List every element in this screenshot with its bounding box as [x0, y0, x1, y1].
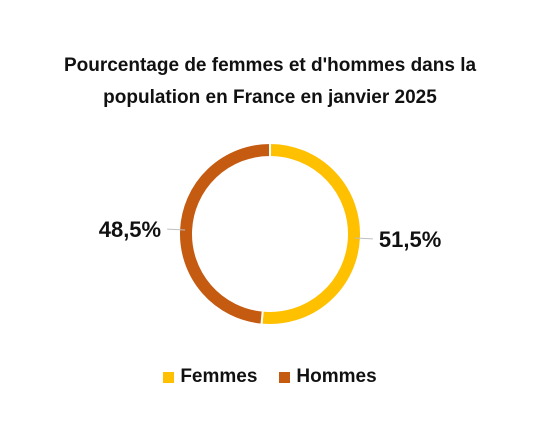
slice-femmes — [260, 141, 362, 326]
leader-line-0 — [354, 237, 373, 240]
legend-swatch-femmes — [163, 371, 175, 383]
slice-hommes — [178, 141, 271, 326]
data-label-femmes: 51,5% — [379, 227, 441, 252]
legend-item-femmes: Femmes — [163, 366, 257, 388]
chart-title: Pourcentage de femmes et d'hommes dans l… — [0, 50, 540, 114]
chart-title-line-1: Pourcentage de femmes et d'hommes dans l… — [63, 55, 477, 76]
legend-item-hommes: Hommes — [279, 366, 377, 388]
leader-line-1 — [167, 228, 186, 231]
legend-swatch-hommes — [279, 371, 291, 383]
chart-title-line-2: population en France en janvier 2025 — [103, 87, 437, 108]
legend-label-hommes: Hommes — [296, 366, 377, 387]
chart-legend: Femmes Hommes — [0, 366, 540, 388]
legend-label-femmes: Femmes — [180, 366, 258, 387]
data-label-hommes: 48,5% — [99, 217, 161, 242]
